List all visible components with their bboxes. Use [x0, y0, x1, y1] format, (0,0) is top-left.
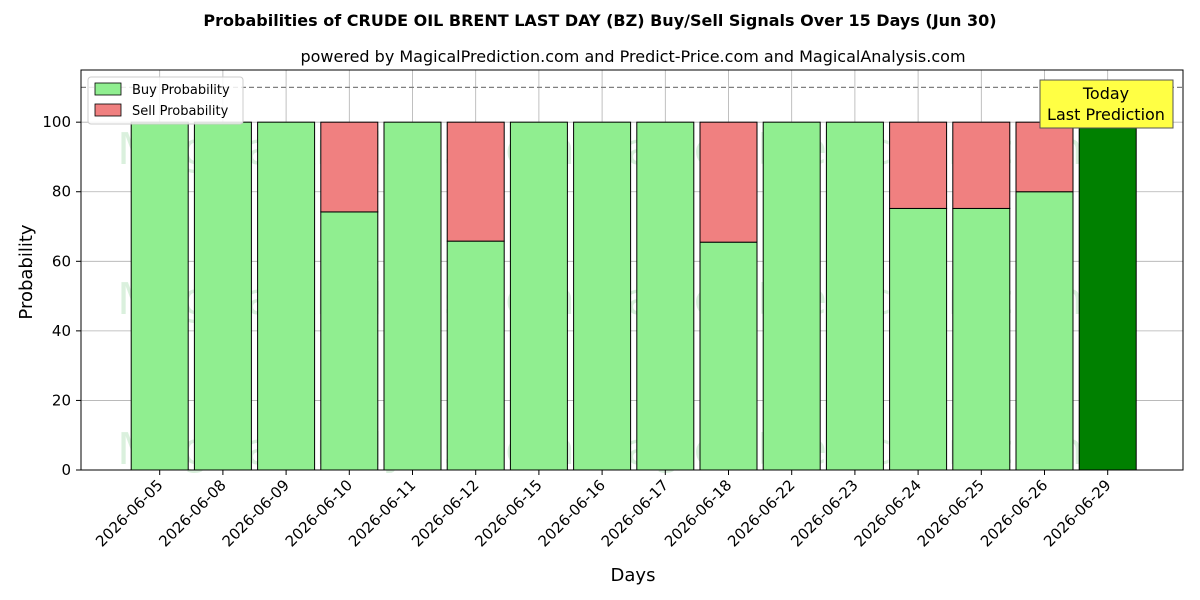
x-tick-label: 2026-06-16 [535, 476, 609, 550]
plot-area [80, 69, 1184, 471]
x-axis-label: Days [611, 565, 656, 586]
legend-buy-swatch [94, 82, 122, 96]
legend-sell-label: Sell Probability [132, 104, 229, 119]
x-tick-label: 2026-06-12 [408, 476, 482, 550]
buy-bar [889, 207, 948, 471]
annotation-line2: Last Prediction [1047, 105, 1165, 124]
x-tick-label: 2026-06-29 [1040, 476, 1114, 550]
buy-bar [636, 121, 695, 471]
x-tick-label: 2026-06-09 [219, 476, 293, 550]
x-tick-label: 2026-06-23 [787, 476, 861, 550]
sell-bar [1015, 121, 1074, 193]
x-tick-label: 2026-06-15 [471, 476, 545, 550]
buy-bar [383, 121, 442, 471]
y-tick-label: 40 [52, 322, 71, 340]
x-tick-label: 2026-06-08 [155, 476, 229, 550]
x-tick-label: 2026-06-17 [598, 476, 672, 550]
buy-bar [320, 211, 379, 471]
x-tick-label: 2026-06-18 [661, 476, 735, 550]
legend-box [87, 76, 244, 125]
chart-title: Probabilities of CRUDE OIL BRENT LAST DA… [203, 11, 996, 30]
legend-sell-swatch [94, 103, 122, 117]
y-tick-label: 60 [52, 252, 71, 270]
annotation-line1: Today [1082, 84, 1129, 103]
x-tick-label: 2026-06-26 [977, 476, 1051, 550]
buy-bar [446, 240, 505, 471]
buy-bar [825, 121, 884, 471]
buy-bar [699, 241, 758, 471]
sell-bar [446, 121, 505, 242]
buy-bar [762, 121, 821, 471]
y-tick-label: 0 [61, 461, 71, 479]
legend-buy-label: Buy Probability [132, 83, 230, 98]
x-tick-label: 2026-06-05 [92, 476, 166, 550]
bars [130, 121, 1137, 471]
sell-bar [699, 121, 758, 243]
today-annotation: Today Last Prediction [1039, 79, 1174, 129]
y-tick-label: 20 [52, 391, 71, 409]
x-tick-label: 2026-06-22 [724, 476, 798, 550]
x-tick-label: 2026-06-24 [851, 476, 925, 550]
y-tick-label: 80 [52, 183, 71, 201]
sell-bar [320, 121, 379, 213]
x-tick-label: 2026-06-11 [345, 476, 419, 550]
buy-bar [509, 121, 568, 471]
buy-bar [1015, 191, 1074, 471]
annotation-box [1039, 79, 1174, 129]
chart-subtitle: powered by MagicalPrediction.com and Pre… [300, 47, 965, 66]
x-tick-label: 2026-06-25 [914, 476, 988, 550]
buy-bar [952, 207, 1011, 471]
buy-bar [130, 121, 189, 471]
buy-bar [573, 121, 632, 471]
legend: Buy Probability Sell Probability [87, 76, 244, 125]
x-tick-label: 2026-06-10 [282, 476, 356, 550]
buy-bar [257, 121, 316, 471]
y-tick-label: 100 [42, 113, 71, 131]
buy-bar [1078, 121, 1137, 471]
buy-bar [193, 121, 252, 471]
sell-bar [889, 121, 948, 209]
y-axis-label: Probability [16, 224, 37, 319]
sell-bar [952, 121, 1011, 209]
